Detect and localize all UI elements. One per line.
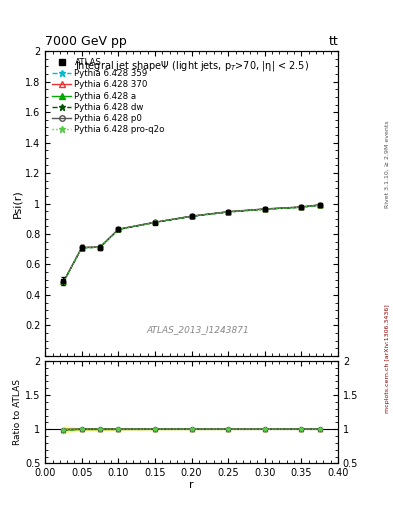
- Pythia 6.428 pro-q2o: [226, 209, 231, 215]
- Pythia 6.428 359: [79, 245, 84, 251]
- Pythia 6.428 dw: [299, 204, 304, 210]
- Pythia 6.428 p0: [189, 213, 194, 219]
- Pythia 6.428 359: [263, 206, 267, 212]
- Pythia 6.428 pro-q2o: [189, 213, 194, 219]
- Pythia 6.428 dw: [152, 220, 157, 226]
- Pythia 6.428 dw: [189, 214, 194, 220]
- Pythia 6.428 a: [263, 206, 267, 212]
- Pythia 6.428 359: [189, 213, 194, 219]
- Pythia 6.428 370: [299, 204, 304, 210]
- X-axis label: r: r: [189, 480, 194, 489]
- Pythia 6.428 p0: [263, 206, 267, 212]
- Pythia 6.428 dw: [79, 245, 84, 251]
- Line: Pythia 6.428 370: Pythia 6.428 370: [61, 202, 322, 284]
- Pythia 6.428 370: [98, 244, 103, 250]
- Line: Pythia 6.428 pro-q2o: Pythia 6.428 pro-q2o: [61, 203, 322, 284]
- Pythia 6.428 370: [263, 206, 267, 212]
- Text: mcplots.cern.ch [arXiv:1306.3436]: mcplots.cern.ch [arXiv:1306.3436]: [385, 304, 389, 413]
- Text: tt: tt: [328, 35, 338, 48]
- Pythia 6.428 370: [152, 219, 157, 225]
- Pythia 6.428 pro-q2o: [317, 202, 322, 208]
- Pythia 6.428 dw: [61, 279, 66, 285]
- Text: Rivet 3.1.10, ≥ 2.9M events: Rivet 3.1.10, ≥ 2.9M events: [385, 120, 389, 208]
- Pythia 6.428 370: [116, 226, 121, 232]
- Text: Integral jet shapeΨ (light jets, p$_T$>70, |η| < 2.5): Integral jet shapeΨ (light jets, p$_T$>7…: [75, 59, 309, 73]
- Pythia 6.428 a: [79, 245, 84, 251]
- Pythia 6.428 pro-q2o: [299, 204, 304, 210]
- Pythia 6.428 359: [317, 202, 322, 208]
- Pythia 6.428 p0: [116, 226, 121, 232]
- Pythia 6.428 pro-q2o: [98, 244, 103, 250]
- Pythia 6.428 a: [317, 202, 322, 208]
- Pythia 6.428 p0: [98, 244, 103, 250]
- Pythia 6.428 pro-q2o: [61, 279, 66, 285]
- Pythia 6.428 dw: [226, 209, 231, 215]
- Line: Pythia 6.428 dw: Pythia 6.428 dw: [61, 203, 322, 284]
- Pythia 6.428 dw: [317, 202, 322, 208]
- Pythia 6.428 370: [317, 202, 322, 208]
- Pythia 6.428 a: [116, 226, 121, 232]
- Pythia 6.428 359: [98, 244, 103, 250]
- Pythia 6.428 359: [299, 204, 304, 210]
- Pythia 6.428 dw: [263, 206, 267, 212]
- Y-axis label: Psi(r): Psi(r): [12, 189, 22, 218]
- Line: Pythia 6.428 a: Pythia 6.428 a: [61, 203, 322, 284]
- Line: Pythia 6.428 359: Pythia 6.428 359: [61, 203, 322, 284]
- Pythia 6.428 359: [116, 226, 121, 232]
- Pythia 6.428 a: [226, 209, 231, 215]
- Pythia 6.428 370: [226, 209, 231, 215]
- Pythia 6.428 370: [61, 279, 66, 285]
- Pythia 6.428 p0: [79, 244, 84, 250]
- Pythia 6.428 a: [189, 213, 194, 219]
- Pythia 6.428 p0: [317, 202, 322, 208]
- Legend: ATLAS, Pythia 6.428 359, Pythia 6.428 370, Pythia 6.428 a, Pythia 6.428 dw, Pyth: ATLAS, Pythia 6.428 359, Pythia 6.428 37…: [50, 55, 167, 137]
- Pythia 6.428 a: [61, 279, 66, 285]
- Pythia 6.428 a: [299, 204, 304, 210]
- Pythia 6.428 p0: [61, 279, 66, 285]
- Pythia 6.428 p0: [152, 219, 157, 225]
- Pythia 6.428 359: [226, 209, 231, 215]
- Pythia 6.428 pro-q2o: [263, 206, 267, 212]
- Pythia 6.428 dw: [116, 226, 121, 232]
- Pythia 6.428 dw: [98, 244, 103, 250]
- Y-axis label: Ratio to ATLAS: Ratio to ATLAS: [13, 379, 22, 445]
- Pythia 6.428 pro-q2o: [79, 245, 84, 251]
- Pythia 6.428 370: [79, 244, 84, 250]
- Pythia 6.428 370: [189, 213, 194, 219]
- Pythia 6.428 pro-q2o: [116, 226, 121, 232]
- Pythia 6.428 p0: [299, 204, 304, 210]
- Pythia 6.428 a: [152, 219, 157, 225]
- Line: Pythia 6.428 p0: Pythia 6.428 p0: [61, 202, 322, 284]
- Text: 7000 GeV pp: 7000 GeV pp: [45, 35, 127, 48]
- Pythia 6.428 p0: [226, 208, 231, 215]
- Text: ATLAS_2013_I1243871: ATLAS_2013_I1243871: [146, 326, 249, 334]
- Pythia 6.428 359: [152, 219, 157, 225]
- Pythia 6.428 a: [98, 244, 103, 250]
- Pythia 6.428 pro-q2o: [152, 219, 157, 225]
- Pythia 6.428 359: [61, 279, 66, 285]
